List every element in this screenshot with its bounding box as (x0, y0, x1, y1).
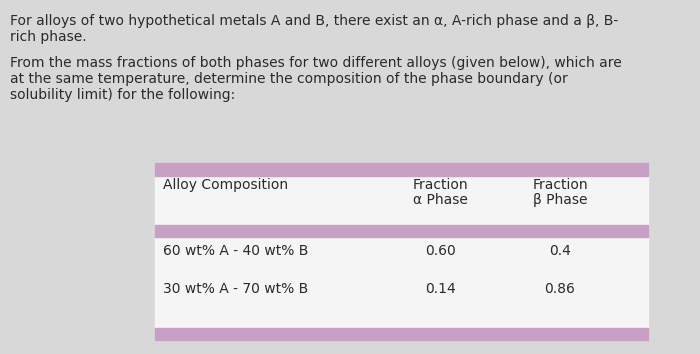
Text: Alloy Composition: Alloy Composition (163, 178, 288, 193)
Text: 30 wt% A - 70 wt% B: 30 wt% A - 70 wt% B (163, 282, 308, 296)
Text: 60 wt% A - 40 wt% B: 60 wt% A - 40 wt% B (163, 244, 309, 258)
Text: α Phase: α Phase (412, 193, 468, 207)
Text: 0.14: 0.14 (425, 282, 456, 296)
Text: From the mass fractions of both phases for two different alloys (given below), w: From the mass fractions of both phases f… (10, 56, 622, 70)
Text: 0.60: 0.60 (425, 244, 456, 258)
Text: Fraction: Fraction (412, 178, 468, 192)
Text: rich phase.: rich phase. (10, 30, 87, 44)
Bar (155, 163, 648, 340)
Text: Fraction: Fraction (532, 178, 588, 192)
Bar (155, 163, 648, 176)
Text: at the same temperature, determine the composition of the phase boundary (or: at the same temperature, determine the c… (10, 72, 568, 86)
Text: For alloys of two hypothetical metals A and B, there exist an α, A-rich phase an: For alloys of two hypothetical metals A … (10, 14, 618, 28)
Text: 0.4: 0.4 (549, 244, 571, 258)
Bar (155, 225, 648, 237)
Bar (155, 328, 648, 340)
Text: solubility limit) for the following:: solubility limit) for the following: (10, 88, 235, 102)
Text: 0.86: 0.86 (545, 282, 575, 296)
Text: β Phase: β Phase (533, 193, 587, 207)
